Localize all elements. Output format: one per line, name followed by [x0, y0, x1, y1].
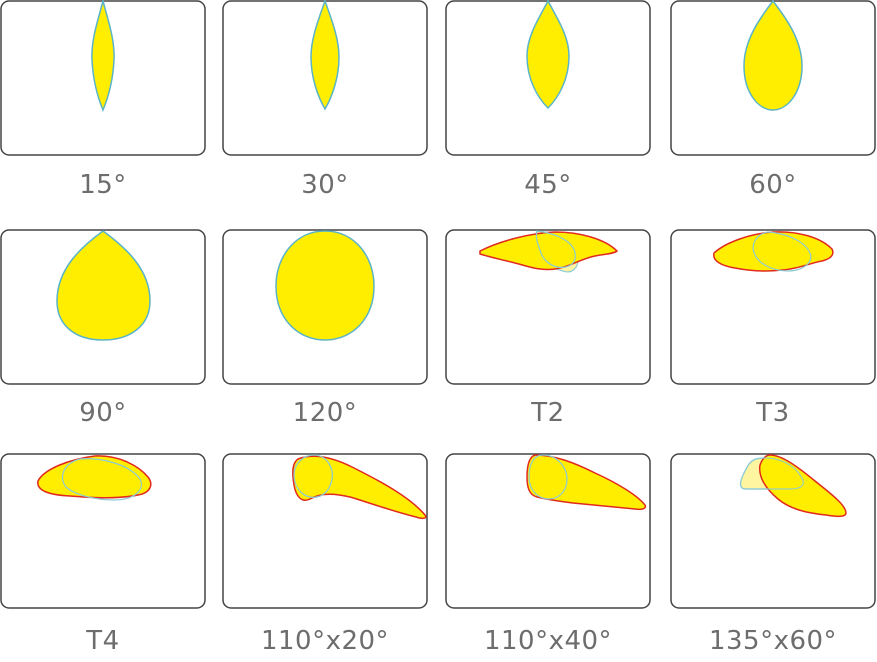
beam-panel-15 [0, 0, 206, 156]
beam-panel-120 [222, 229, 428, 385]
type-ii-beam-icon [445, 229, 651, 385]
beam-label: 110°x20° [260, 626, 390, 656]
beam-panel-t3 [670, 229, 876, 385]
beam-label: 120° [292, 398, 358, 428]
beam-label: 45° [524, 170, 572, 200]
beam-panel-t2 [445, 229, 651, 385]
beam-label: 90° [79, 398, 127, 428]
medium-beam-icon [670, 0, 876, 156]
wide-beam-icon [0, 229, 206, 385]
beam-panel-30 [222, 0, 428, 156]
beam-label: T3 [756, 398, 790, 428]
beam-panel-45 [445, 0, 651, 156]
beam-label: 60° [749, 170, 797, 200]
beam-label: 110°x40° [483, 626, 613, 656]
wide-beam-icon [222, 229, 428, 385]
narrow-beam-icon [0, 0, 206, 156]
medium-beam-icon [445, 0, 651, 156]
beam-label: 30° [301, 170, 349, 200]
beam-label: 135°x60° [708, 626, 838, 656]
narrow-beam-icon [222, 0, 428, 156]
beam-panel-t4 [0, 453, 206, 609]
beam-panel-60 [670, 0, 876, 156]
type-iv-beam-icon [0, 453, 206, 609]
beam-panel-135x60 [670, 453, 876, 609]
beam-label: T2 [531, 398, 565, 428]
oval-beam-icon [670, 453, 876, 609]
beam-panel-90 [0, 229, 206, 385]
type-iii-beam-icon [670, 229, 876, 385]
beam-label: 15° [79, 170, 127, 200]
oval-beam-icon [222, 453, 428, 609]
beam-label: T4 [86, 626, 120, 656]
beam-panel-110x40 [445, 453, 651, 609]
beam-panel-110x20 [222, 453, 428, 609]
oval-beam-icon [445, 453, 651, 609]
